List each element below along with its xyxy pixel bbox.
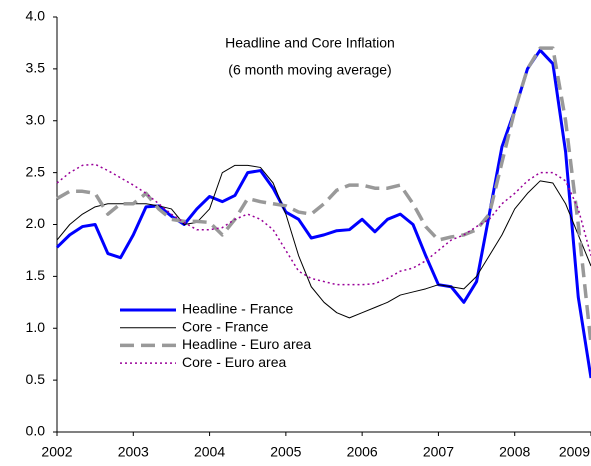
series-line [56, 163, 591, 286]
chart-subtitle: (6 month moving average) [228, 62, 391, 78]
y-tick-label: 4.0 [26, 8, 46, 24]
x-tick-label: 2004 [194, 444, 225, 460]
chart-title: Headline and Core Inflation [225, 35, 395, 51]
legend-label: Core - Euro area [182, 354, 286, 370]
y-tick-label: 0.0 [26, 423, 46, 439]
y-tick-label: 1.0 [26, 319, 46, 335]
x-tick-label: 2006 [347, 444, 378, 460]
legend-label: Headline - Euro area [182, 336, 311, 352]
y-tick-label: 3.0 [26, 111, 46, 127]
y-tick-label: 3.5 [26, 60, 46, 76]
x-tick-label: 2003 [118, 444, 149, 460]
legend-label: Headline - France [182, 301, 293, 317]
y-tick-label: 0.5 [26, 371, 46, 387]
x-tick-label: 2007 [423, 444, 454, 460]
y-tick-label: 2.0 [26, 215, 46, 231]
series-line [56, 164, 591, 319]
x-tick-label: 2009 [559, 444, 590, 460]
x-tick-label: 2005 [270, 444, 301, 460]
series-line [56, 46, 591, 344]
y-tick-label: 2.5 [26, 163, 46, 179]
x-tick-label: 2008 [499, 444, 530, 460]
y-tick-label: 1.5 [26, 267, 46, 283]
series-line [55, 48, 591, 379]
x-tick-label: 2002 [41, 444, 72, 460]
legend-label: Core - France [182, 318, 269, 334]
